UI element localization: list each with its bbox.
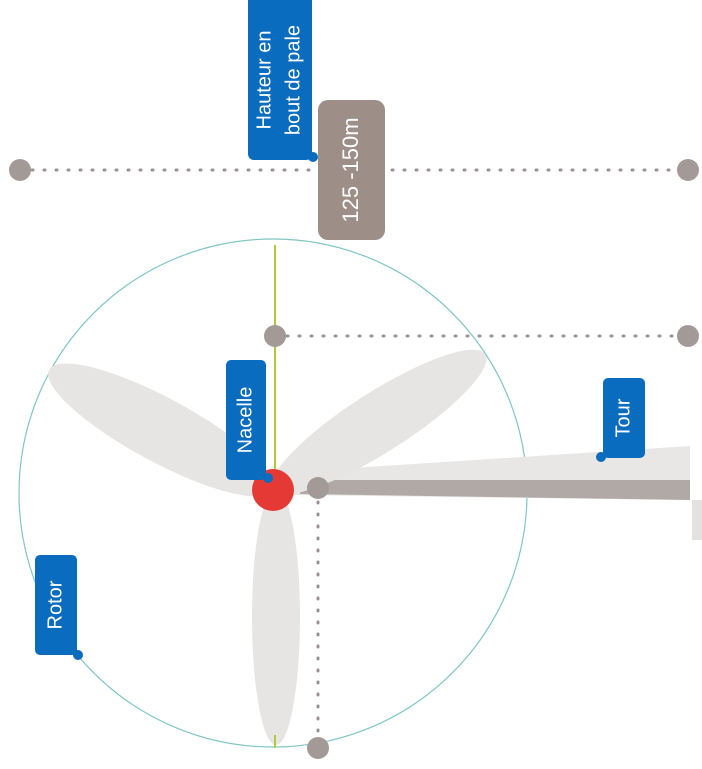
pointer [308, 152, 318, 162]
label: Hauteur en [253, 31, 275, 130]
label: Rotor [44, 580, 66, 629]
label-box [603, 378, 645, 458]
blade [252, 489, 300, 745]
pointer [73, 650, 83, 660]
label-box [35, 555, 77, 655]
label-box [226, 360, 266, 480]
marker [307, 737, 329, 759]
height-value: 125 -150m [338, 117, 363, 222]
blade [48, 363, 274, 497]
pointer [263, 473, 273, 483]
label: Nacelle [234, 387, 256, 454]
tower-shade [300, 480, 690, 500]
value-box [318, 100, 385, 240]
marker [9, 159, 31, 181]
marker [264, 325, 286, 347]
tower-base [692, 500, 702, 540]
blade [271, 349, 487, 495]
label: Tour [612, 398, 634, 437]
marker [677, 159, 699, 181]
marker [307, 477, 329, 499]
label-box [248, 0, 312, 160]
label: bout de pale [282, 25, 304, 135]
marker [677, 325, 699, 347]
pointer [596, 452, 606, 462]
